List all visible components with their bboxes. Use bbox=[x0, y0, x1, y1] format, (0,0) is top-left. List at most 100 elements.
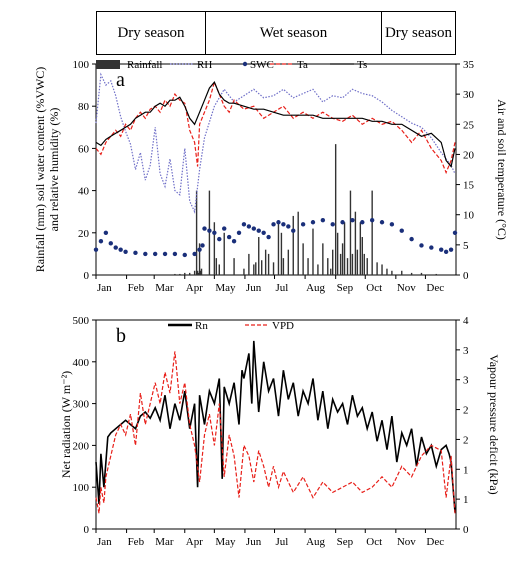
swc-point bbox=[226, 234, 232, 240]
swc-point bbox=[108, 241, 113, 246]
swc-point bbox=[93, 247, 99, 252]
left-tick-label: 60 bbox=[78, 143, 90, 155]
swc-point bbox=[320, 217, 326, 223]
swc-point bbox=[300, 222, 306, 227]
swc-point bbox=[152, 251, 158, 257]
right-tick-label: 1 bbox=[463, 494, 469, 506]
swc-point bbox=[409, 236, 414, 242]
swc-point bbox=[143, 251, 148, 257]
left-tick-label: 500 bbox=[73, 315, 90, 327]
right-tick-label: 2 bbox=[463, 434, 469, 446]
swc-point bbox=[389, 222, 395, 227]
plot-frame bbox=[95, 319, 457, 530]
right-tick-label: 0 bbox=[463, 524, 469, 536]
swc-point bbox=[113, 245, 118, 250]
y-axis-label-left: Rainfall (mm) soil water content (%VWC)a… bbox=[33, 67, 61, 273]
swc-point bbox=[200, 243, 205, 248]
swc-point bbox=[448, 247, 454, 252]
swc-point bbox=[439, 247, 444, 252]
left-tick-label: 400 bbox=[73, 357, 90, 369]
left-tick-label: 100 bbox=[73, 482, 90, 494]
month-label: Dec bbox=[426, 282, 444, 294]
month-label: Jan bbox=[97, 536, 112, 548]
season-label: Dry season bbox=[384, 24, 453, 41]
season-dry-start: Dry season bbox=[96, 11, 206, 55]
swc-point bbox=[123, 249, 128, 254]
right-tick-label: 30 bbox=[463, 89, 475, 101]
month-label: Jan bbox=[97, 282, 112, 294]
swc-point bbox=[236, 230, 242, 235]
legend-swatch bbox=[242, 61, 248, 67]
month-label: Mar bbox=[155, 282, 174, 294]
swc-point bbox=[118, 247, 123, 252]
month-label: Aug bbox=[306, 282, 325, 294]
y-axis-label-right: Air and soil temperature (°C) bbox=[495, 99, 509, 240]
month-label: Apr bbox=[186, 536, 203, 548]
month-label: Oct bbox=[366, 536, 382, 548]
legend-label: Rainfall bbox=[127, 59, 162, 71]
right-tick-label: 3 bbox=[463, 345, 469, 357]
month-label: Dec bbox=[426, 536, 444, 548]
legend-label: Ta bbox=[297, 59, 308, 71]
swc-point bbox=[452, 230, 458, 235]
swc-point bbox=[266, 234, 271, 240]
swc-point bbox=[197, 247, 202, 252]
right-tick-label: 20 bbox=[463, 149, 475, 161]
swc-point bbox=[281, 222, 286, 227]
series-line-ts bbox=[95, 80, 456, 168]
month-label: Feb bbox=[128, 536, 145, 548]
swc-point bbox=[340, 220, 345, 225]
swc-point bbox=[310, 220, 316, 225]
series-line-ta bbox=[95, 80, 456, 175]
legend-swatch bbox=[96, 60, 120, 69]
left-tick-label: 200 bbox=[73, 440, 90, 452]
right-tick-label: 2 bbox=[463, 405, 469, 417]
right-tick-label: 35 bbox=[463, 59, 475, 71]
left-tick-label: 0 bbox=[84, 270, 90, 282]
swc-point bbox=[246, 224, 252, 229]
legend-label: SWC bbox=[250, 59, 274, 71]
season-label: Wet season bbox=[259, 24, 328, 41]
swc-point bbox=[251, 226, 257, 231]
season-label: Dry season bbox=[117, 24, 185, 41]
swc-point bbox=[133, 250, 138, 256]
swc-point bbox=[212, 230, 217, 235]
month-label: Feb bbox=[128, 282, 145, 294]
panel-label: b bbox=[116, 325, 126, 347]
right-tick-label: 5 bbox=[463, 240, 469, 252]
swc-point bbox=[369, 217, 375, 223]
month-label: Oct bbox=[366, 282, 382, 294]
month-label: May bbox=[215, 282, 236, 294]
month-label: Mar bbox=[155, 536, 174, 548]
left-tick-label: 100 bbox=[73, 59, 90, 71]
swc-point bbox=[350, 217, 355, 223]
month-label: Jun bbox=[246, 282, 262, 294]
swc-point bbox=[192, 251, 197, 257]
swc-point bbox=[379, 220, 385, 225]
left-tick-label: 300 bbox=[73, 399, 90, 411]
swc-point bbox=[182, 252, 187, 258]
month-label: May bbox=[215, 536, 236, 548]
swc-point bbox=[256, 228, 261, 233]
legend-label: VPD bbox=[272, 320, 294, 332]
month-label: Aug bbox=[306, 536, 325, 548]
swc-point bbox=[98, 239, 104, 244]
swc-point bbox=[291, 228, 296, 233]
swc-point bbox=[222, 226, 227, 231]
legend-label: RH bbox=[197, 59, 212, 71]
swc-point bbox=[360, 220, 365, 225]
month-label: Sep bbox=[337, 536, 354, 548]
swc-point bbox=[207, 228, 212, 233]
series-line-rn bbox=[95, 340, 456, 513]
series-line-vpd bbox=[95, 351, 456, 514]
y-axis-label-right: Vapour pressure deficit (kPa) bbox=[487, 354, 501, 494]
right-tick-label: 25 bbox=[463, 119, 475, 131]
series-line-rh bbox=[95, 72, 456, 214]
swc-point bbox=[276, 220, 281, 225]
swc-point bbox=[429, 245, 434, 250]
swc-point bbox=[286, 224, 291, 229]
swc-point bbox=[443, 249, 449, 254]
swc-point bbox=[231, 239, 237, 244]
left-tick-label: 40 bbox=[78, 186, 90, 198]
